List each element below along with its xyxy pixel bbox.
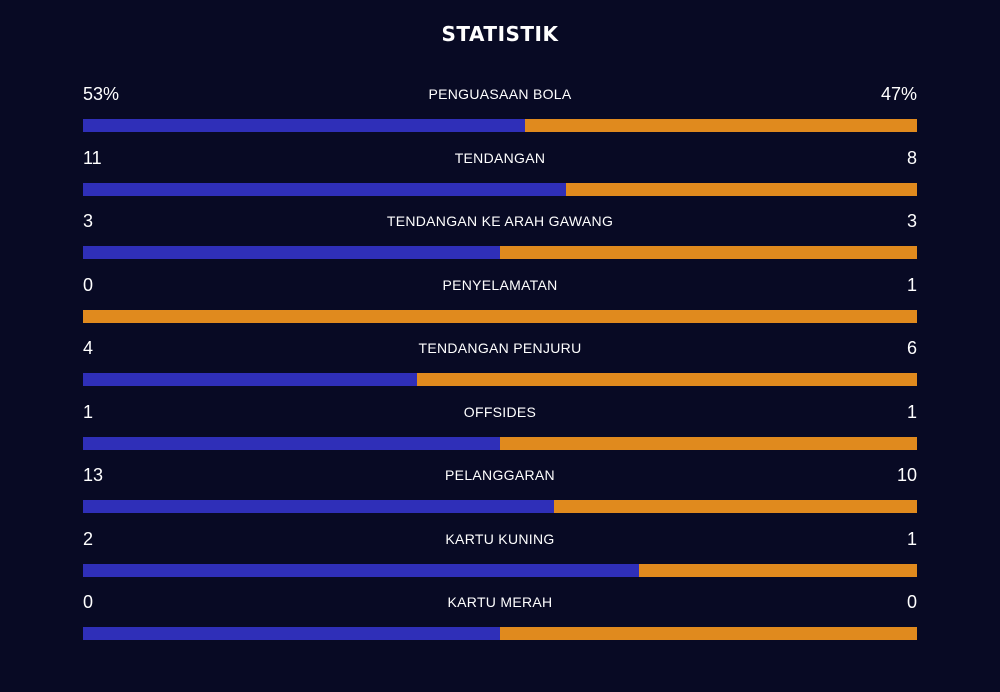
home-value: 0 <box>83 274 94 295</box>
stat-label: TENDANGAN <box>454 149 546 166</box>
stat-header: 4 TENDANGAN PENJURU 6 <box>83 334 917 362</box>
away-bar-segment <box>500 246 917 259</box>
away-bar-segment <box>639 563 917 577</box>
away-value: 8 <box>906 147 917 168</box>
stat-label: KARTU MERAH <box>447 594 553 610</box>
comparison-bar <box>83 246 917 259</box>
comparison-bar <box>83 436 917 450</box>
away-value: 1 <box>906 274 917 295</box>
home-bar-segment <box>83 373 417 386</box>
stat-header: 1 OFFSIDES 1 <box>83 398 917 426</box>
comparison-bar <box>83 373 917 386</box>
stat-row: 11 TENDANGAN 8 <box>83 144 917 208</box>
away-value: 1 <box>906 528 917 549</box>
away-value: 3 <box>906 211 917 231</box>
away-bar-segment <box>525 119 917 132</box>
away-bar-segment <box>83 309 917 323</box>
home-bar-segment <box>83 500 555 513</box>
home-bar-segment <box>83 182 566 196</box>
comparison-bar <box>83 309 917 323</box>
stat-label: PELANGGARAN <box>445 467 555 483</box>
comparison-bar <box>83 563 917 577</box>
stat-label: TENDANGAN PENJURU <box>418 340 582 356</box>
stat-header: 53% PENGUASAAN BOLA 47% <box>83 80 917 108</box>
home-value: 0 <box>83 592 94 612</box>
stat-label: PENGUASAAN BOLA <box>428 86 572 102</box>
home-value: 3 <box>83 211 94 231</box>
home-value: 13 <box>83 465 104 485</box>
away-value: 6 <box>906 338 917 358</box>
home-value: 1 <box>83 401 94 422</box>
away-bar-segment <box>500 627 917 640</box>
home-value: 53% <box>83 84 120 104</box>
comparison-bar <box>83 627 917 640</box>
stat-label: PENYELAMATAN <box>442 276 558 293</box>
away-bar-segment <box>565 182 917 196</box>
home-bar-segment <box>83 119 526 132</box>
stat-row: 2 KARTU KUNING 1 <box>83 525 917 589</box>
away-value: 10 <box>896 465 917 485</box>
stat-header: 0 KARTU MERAH 0 <box>83 588 917 616</box>
away-value: 0 <box>906 592 917 612</box>
stat-row: 0 PENYELAMATAN 1 <box>83 271 917 335</box>
away-value: 47% <box>880 84 917 104</box>
home-value: 2 <box>83 528 94 549</box>
home-value: 11 <box>83 147 102 168</box>
stat-header: 0 PENYELAMATAN 1 <box>83 271 917 299</box>
home-bar-segment <box>83 563 640 577</box>
away-bar-segment <box>554 500 917 513</box>
stat-header: 11 TENDANGAN 8 <box>83 144 917 172</box>
away-bar-segment <box>500 436 917 450</box>
home-bar-segment <box>83 246 500 259</box>
stat-row: 4 TENDANGAN PENJURU 6 <box>83 334 917 398</box>
away-bar-segment <box>416 373 917 386</box>
home-bar-segment <box>83 627 500 640</box>
stat-header: 2 KARTU KUNING 1 <box>83 525 917 553</box>
comparison-bar <box>83 182 917 196</box>
comparison-bar <box>83 500 917 513</box>
stat-row: 0 KARTU MERAH 0 <box>83 588 917 652</box>
stat-label: TENDANGAN KE ARAH GAWANG <box>386 213 614 229</box>
stat-label: KARTU KUNING <box>445 530 555 547</box>
stat-row: 3 TENDANGAN KE ARAH GAWANG 3 <box>83 207 917 271</box>
stat-row: 53% PENGUASAAN BOLA 47% <box>83 80 917 144</box>
stats-list: 53% PENGUASAAN BOLA 47% 11 TENDANGAN 8 3 TENDAN… <box>83 80 917 652</box>
away-value: 1 <box>906 401 917 422</box>
stat-label: OFFSIDES <box>463 403 537 420</box>
stat-row: 13 PELANGGARAN 10 <box>83 461 917 525</box>
comparison-bar <box>83 119 917 132</box>
page-title: STATISTIK <box>441 22 559 46</box>
home-value: 4 <box>83 338 94 358</box>
home-bar-segment <box>83 436 500 450</box>
stat-header: 13 PELANGGARAN 10 <box>83 461 917 489</box>
stat-header: 3 TENDANGAN KE ARAH GAWANG 3 <box>83 207 917 235</box>
stat-row: 1 OFFSIDES 1 <box>83 398 917 462</box>
